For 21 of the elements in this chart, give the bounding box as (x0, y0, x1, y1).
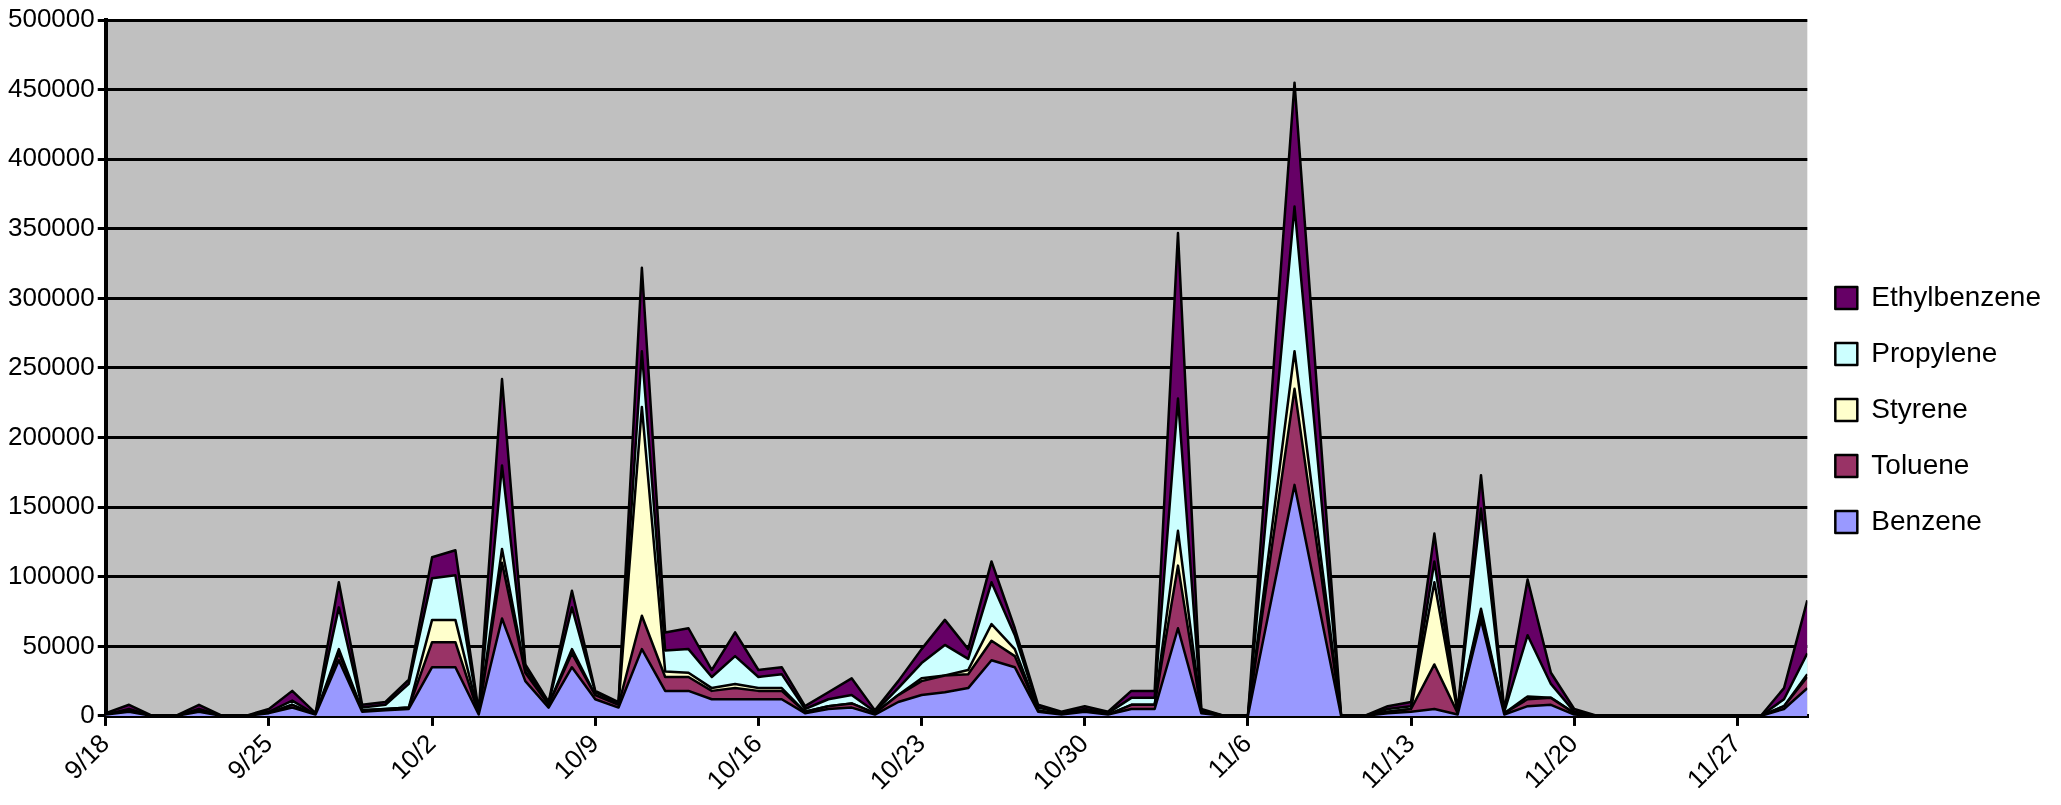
x-tick-label: 10/2 (384, 728, 442, 786)
y-tick-label: 500000 (7, 3, 95, 34)
y-tick-label: 300000 (7, 281, 95, 312)
y-tick-label: 350000 (7, 211, 95, 242)
y-tick-label: 400000 (7, 142, 95, 173)
legend-label: Benzene (1871, 504, 1982, 536)
legend-label: Styrene (1871, 392, 1968, 424)
y-tick-label: 250000 (7, 351, 95, 382)
y-tick-label: 50000 (22, 629, 95, 660)
x-tick-label: 9/18 (58, 728, 116, 786)
y-tick-label: 450000 (7, 72, 95, 103)
x-tick-label: 11/6 (1201, 728, 1258, 784)
x-tick-label: 10/9 (547, 728, 605, 786)
legend-label: Toluene (1871, 448, 1970, 480)
y-tick-label: 100000 (7, 559, 95, 590)
y-tick-label: 0 (80, 699, 95, 730)
legend-label: Ethylbenzene (1871, 280, 2042, 312)
legend-label: Propylene (1871, 336, 1998, 368)
y-tick-label: 150000 (7, 490, 95, 521)
x-tick-label: 9/25 (221, 728, 279, 786)
y-tick-label: 200000 (7, 420, 95, 451)
